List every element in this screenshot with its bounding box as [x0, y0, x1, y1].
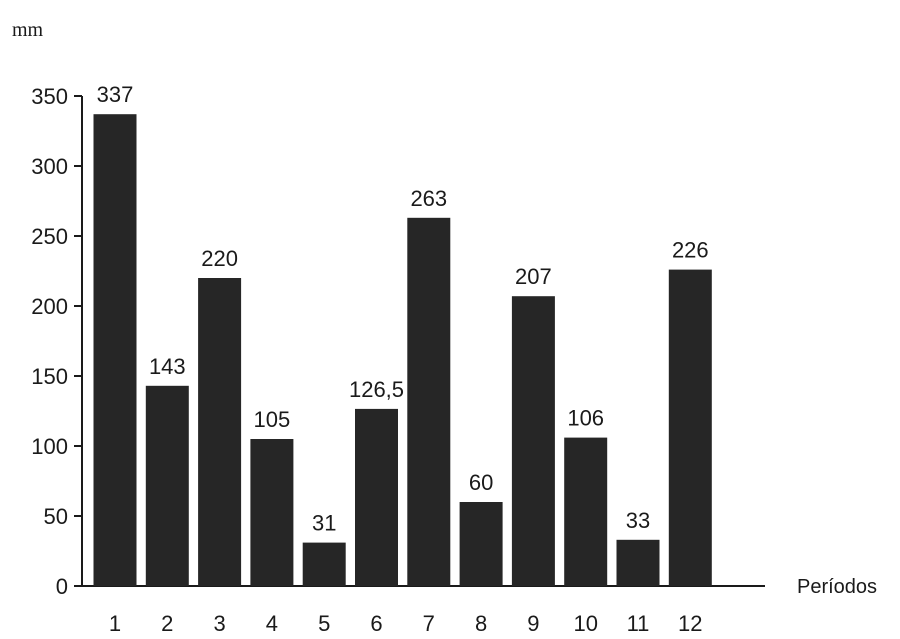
x-tick-label-10: 10 [573, 611, 597, 636]
bar-10 [564, 437, 608, 586]
bar-8 [459, 502, 503, 586]
bar-value-label-6: 126,5 [349, 377, 404, 402]
bar-value-label-2: 143 [149, 354, 186, 379]
bar-value-label-10: 106 [567, 406, 604, 431]
y-tick-label: 250 [31, 224, 68, 249]
bar-11 [616, 539, 660, 586]
bar-value-label-1: 337 [97, 82, 134, 107]
x-tick-label-5: 5 [318, 611, 330, 636]
x-tick-label-2: 2 [161, 611, 173, 636]
x-tick-label-7: 7 [423, 611, 435, 636]
x-axis-title: Períodos [797, 576, 877, 598]
bar-value-label-4: 105 [254, 407, 291, 432]
y-tick-label: 50 [44, 504, 68, 529]
bar-4 [250, 439, 294, 586]
y-tick-label: 300 [31, 154, 68, 179]
x-tick-label-6: 6 [370, 611, 382, 636]
x-tick-label-9: 9 [527, 611, 539, 636]
bar-7 [407, 217, 451, 587]
bar-value-label-5: 31 [312, 511, 336, 536]
y-tick-label: 0 [56, 574, 68, 599]
bar-value-label-3: 220 [201, 246, 238, 271]
y-tick-label: 100 [31, 434, 68, 459]
bar-9 [511, 296, 555, 586]
bar-6 [355, 408, 398, 586]
bar-value-label-7: 263 [410, 186, 447, 211]
bars-group [93, 114, 712, 587]
x-tick-label-1: 1 [109, 611, 121, 636]
x-tick-label-12: 12 [678, 611, 702, 636]
x-tick-label-8: 8 [475, 611, 487, 636]
bar-value-label-9: 207 [515, 264, 552, 289]
bar-value-label-12: 226 [672, 238, 709, 263]
x-tick-label-4: 4 [266, 611, 278, 636]
x-tick-label-11: 11 [627, 611, 650, 636]
bar-value-label-11: 33 [626, 508, 650, 533]
bar-value-label-8: 60 [469, 470, 493, 495]
y-tick-label: 350 [31, 84, 68, 109]
y-tick-label: 150 [31, 364, 68, 389]
bar-3 [198, 278, 242, 586]
y-axis-unit-label: mm [12, 19, 44, 41]
bar-5 [302, 542, 346, 586]
x-tick-label-3: 3 [213, 611, 225, 636]
bar-1 [93, 114, 137, 586]
bar-2 [145, 385, 189, 586]
x-axis-tick-labels: 1 2 3 4 5 6 7 8 9 10 11 12 [109, 611, 703, 636]
y-axis-ticks: 0 50 100 150 200 250 300 350 [31, 84, 82, 599]
value-labels-group: 337 143 220 105 31 126,5 263 60 207 106 33 226 [97, 82, 709, 535]
y-tick-label: 200 [31, 294, 68, 319]
bar-12 [668, 269, 712, 586]
